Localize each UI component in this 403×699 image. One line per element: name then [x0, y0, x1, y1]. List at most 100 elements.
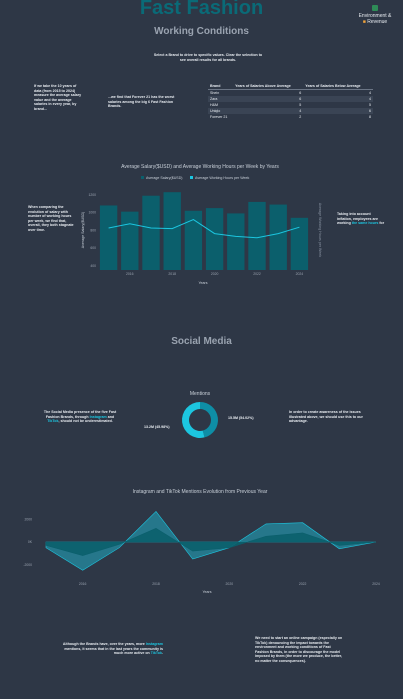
bag-icon: ■	[362, 19, 366, 25]
x-tick-label: 2020	[211, 272, 219, 276]
hours-series-line	[108, 219, 300, 239]
salary-bar	[269, 204, 287, 270]
note-text: and	[106, 414, 115, 419]
y-tick-label: 2000	[24, 518, 32, 522]
mentions-title: Mentions	[189, 391, 211, 397]
cell-below: 4	[369, 91, 371, 95]
salary-bar	[227, 213, 245, 270]
salary-bar	[163, 192, 181, 270]
salary-bar	[99, 205, 118, 270]
note-text: .	[162, 651, 163, 656]
cell-above: 4	[233, 108, 304, 114]
mentions-donut-chart: 13.2M (45.98%) 15.5M (54.02%)	[144, 402, 254, 438]
x-tick-label: 2024	[372, 582, 380, 586]
nav-label-line2: Revenue	[367, 19, 388, 25]
x-tick-label: 2016	[79, 582, 87, 586]
table-row[interactable]: H&M 5 5	[208, 102, 373, 108]
note-text: , should not be underestimated.	[58, 419, 113, 424]
note-text: Although the Brands have, over the years…	[62, 642, 146, 646]
x-tick-label: 2020	[226, 582, 234, 586]
x-tick-label: 2022	[299, 582, 307, 586]
salary-left-note: When comparing the evolution of salary w…	[28, 205, 74, 232]
y-tick-label: 800	[90, 228, 96, 232]
legend-salary-swatch	[141, 176, 144, 179]
cell-below: 8	[369, 115, 371, 119]
cell-brand: Shein	[210, 91, 220, 95]
cell-below: 6	[303, 108, 373, 114]
page-title: Fast Fashion	[139, 0, 264, 19]
table-header-above[interactable]: Years of Salaries Above Average	[233, 83, 304, 90]
social-media-title: Social Media	[171, 336, 232, 347]
donut-label-right: 15.5M (54.02%)	[228, 416, 254, 420]
donut-slice-tiktok[interactable]	[181, 402, 205, 438]
salary-table: Brand Years of Salaries Above Average Ye…	[208, 83, 373, 120]
y-tick-label: 1200	[88, 193, 96, 197]
salary-bar	[121, 211, 139, 270]
salary-hours-chart: Average Salary($USD) Average Working Hou…	[81, 176, 322, 285]
note-highlight-instagram: Instagram	[145, 642, 163, 646]
salary-ylabel: Average Salary($USD)	[81, 212, 85, 249]
note-text: Taking into account inflation, employees…	[337, 212, 378, 226]
table-header-below[interactable]: Years of Salaries Below Average	[303, 83, 373, 90]
legend-salary-label: Average Salary($USD)	[146, 176, 183, 180]
note-highlight-tiktok: TikTok	[47, 419, 59, 424]
note-highlight-instagram: Instagram	[89, 414, 107, 419]
table-row[interactable]: Uniqlo 4 6	[208, 108, 373, 114]
nav-environment-revenue[interactable]: Environment & ■ Revenue	[351, 5, 399, 25]
mentions-evolution-chart: -2000 0K 2000 2016 2018 2020 2022 2024 Years	[23, 510, 380, 594]
mentions-evolution-title: Instagram and TikTok Mentions Evolution …	[132, 489, 268, 495]
legend-hours-swatch	[190, 176, 193, 179]
table-row[interactable]: Forever 21 2 8	[208, 114, 373, 120]
note-text: for	[378, 221, 385, 226]
salary-chart-title: Average Salary($USD) and Average Working…	[121, 164, 279, 170]
legend-hours-label: Average Working Hours per Week	[195, 176, 250, 180]
table-row[interactable]: Shein 6 4	[208, 90, 373, 97]
area-series-1	[45, 510, 377, 571]
salary-xlabel: Years	[198, 281, 207, 285]
ten-years-note: If we take the 10 years of data (from 20…	[34, 84, 82, 111]
x-tick-label: 2022	[253, 272, 261, 276]
nav-label-line1: Environment &	[358, 13, 392, 19]
chart-legend: Average Salary($USD) Average Working Hou…	[141, 176, 250, 180]
salary-bar	[290, 217, 309, 270]
area-series-2	[45, 528, 377, 556]
y-tick-label: 400	[90, 264, 96, 268]
social-left-note: The Social Media presence of the five Fa…	[42, 410, 118, 424]
cell-brand: H&M	[210, 103, 218, 107]
table-header-brand[interactable]: Brand	[208, 83, 234, 90]
bottom-left-note: Although the Brands have, over the years…	[55, 642, 163, 656]
x-tick-label: 2018	[152, 582, 160, 586]
y-tick-label: -2000	[23, 563, 32, 567]
salary-bar	[142, 195, 160, 270]
note-text: The Social Media presence of the five Fa…	[43, 410, 117, 419]
y-tick-label: 600	[90, 246, 96, 250]
hours-ylabel: Average Working Hours per Week	[318, 203, 322, 258]
cell-brand: Forever 21	[210, 115, 228, 119]
x-tick-label: 2024	[296, 272, 304, 276]
salary-bar	[248, 201, 266, 270]
cell-below: 4	[303, 96, 373, 102]
cell-above: 6	[299, 91, 302, 95]
note-highlight-tiktok: TikTok	[150, 651, 162, 656]
bottom-right-note: We need to start an online campaign (esp…	[255, 636, 343, 663]
cell-brand: Zara	[208, 96, 234, 102]
note-text: mentions, it seems that in the last year…	[64, 646, 163, 656]
salary-bar	[205, 208, 224, 270]
cell-above: 2	[299, 115, 302, 119]
salary-right-note: Taking into account inflation, employees…	[337, 212, 385, 226]
mentions-xlabel: Years	[202, 590, 211, 594]
donut-slice-instagram[interactable]	[200, 402, 218, 438]
forever21-note: ...we find that Forever 21 has the worst…	[108, 95, 175, 109]
table-row[interactable]: Zara 6 4	[208, 96, 373, 102]
cell-above: 6	[233, 96, 304, 102]
cell-brand: Uniqlo	[208, 108, 234, 114]
salary-bar	[184, 210, 203, 270]
select-brand-note: Select a Brand to drive to specific valu…	[153, 53, 263, 62]
donut-label-left: 13.2M (45.98%)	[144, 425, 170, 429]
note-highlight: the same hours	[351, 221, 379, 226]
social-right-note: In order to create awareness of the issu…	[289, 410, 363, 424]
leaf-icon	[372, 5, 378, 11]
y-tick-label: 1000	[88, 211, 96, 215]
y-tick-label: 0K	[28, 540, 33, 544]
cell-above: 5	[299, 103, 302, 107]
